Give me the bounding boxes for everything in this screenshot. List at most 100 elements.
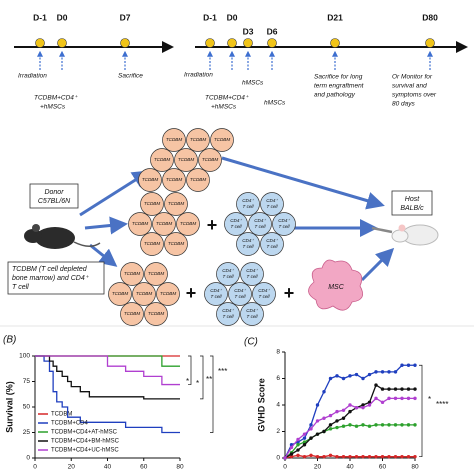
data-point (296, 448, 300, 452)
cell-label: T cell (279, 224, 291, 229)
data-point (289, 445, 294, 450)
data-point (361, 423, 365, 427)
plus-sign: + (284, 283, 295, 303)
tcdbm-cell (210, 128, 234, 152)
timeline-dot (267, 38, 277, 48)
day-label: D-1 (203, 12, 217, 22)
cell-label: T cell (259, 294, 271, 299)
msc-cell (308, 259, 364, 311)
cell-label: CD4⁺ (242, 198, 254, 203)
cell-label: CD4⁺ (266, 198, 278, 203)
data-point (322, 416, 326, 420)
data-point (315, 432, 320, 436)
cell-label: TCDBM (148, 271, 165, 276)
tcdbm-cell (144, 302, 168, 326)
data-point (302, 443, 307, 447)
y-tick-label: 25 (23, 429, 31, 436)
donor-label: Donor (44, 189, 64, 196)
data-point (367, 372, 372, 377)
cd4-cell (224, 212, 248, 236)
data-point (387, 454, 391, 459)
timeline-dot (120, 38, 130, 48)
note: Sacrifice for long (314, 74, 363, 81)
legend-label: TCDBM (51, 412, 72, 418)
data-point (348, 409, 352, 414)
data-point (328, 427, 333, 431)
data-point (302, 440, 307, 444)
day-label: D6 (267, 26, 278, 36)
cell-label: T cell (247, 274, 259, 279)
tcdbm-cell (150, 148, 174, 172)
cell-label: T cell (223, 274, 235, 279)
mixture-label: TCDBM (T cell depleted (12, 266, 88, 273)
data-point (328, 453, 333, 458)
cell-label: T cell (231, 224, 243, 229)
data-point (413, 454, 417, 459)
data-point (393, 396, 398, 401)
x-tick-label: 40 (104, 464, 112, 471)
data-point (335, 409, 339, 414)
tcdbm-cell (138, 168, 162, 192)
data-point (341, 424, 346, 428)
data-point (322, 390, 326, 394)
timeline-dot (35, 38, 45, 48)
note: survival and (392, 83, 427, 90)
data-point (413, 396, 417, 401)
significance-bracket (419, 364, 423, 458)
y-tick-label: 8 (276, 349, 280, 356)
data-point (361, 405, 365, 410)
data-point (374, 396, 378, 401)
cell-label: T cell (267, 204, 279, 209)
timeline-dot (205, 38, 215, 48)
tcdbm-cell (162, 168, 186, 192)
data-point (341, 454, 346, 459)
data-point (335, 419, 339, 423)
tcdbm-cell (120, 302, 144, 326)
cell-label: T cell (235, 294, 247, 299)
x-tick-label: 80 (411, 464, 419, 471)
note: Sacrifice (118, 73, 143, 80)
note: TCDBM+CD4⁺ (34, 95, 78, 102)
cell-label: T cell (267, 244, 279, 249)
day-label: D-1 (33, 12, 47, 22)
data-point (406, 423, 411, 427)
data-point (296, 443, 300, 447)
day-label: D3 (243, 26, 254, 36)
cd4-cell (240, 262, 264, 286)
legend-label: TCDBM+CD4+BM-hMSC (51, 439, 120, 445)
data-point (380, 423, 385, 427)
y-tick-label: 50 (23, 404, 31, 411)
data-point (328, 413, 333, 418)
data-point (413, 387, 417, 391)
data-point (328, 423, 333, 427)
y-tick-label: 0 (276, 455, 280, 462)
cell-label: CD4⁺ (258, 288, 270, 293)
cell-label: TCDBM (168, 241, 185, 246)
data-point (400, 396, 404, 401)
data-point (348, 454, 352, 459)
cell-label: TCDBM (148, 311, 165, 316)
x-tick-label: 20 (68, 464, 76, 471)
note: hMSCs (264, 100, 286, 107)
data-point (374, 383, 378, 387)
cd4-cell (204, 282, 228, 306)
cell-label: TCDBM (190, 137, 207, 142)
data-point (348, 403, 352, 407)
significance-label: *** (218, 367, 227, 376)
cell-label: CD4⁺ (242, 238, 254, 243)
significance-label: * (196, 379, 199, 388)
cd4-cell (236, 192, 260, 216)
data-point (309, 423, 313, 427)
cell-label: CD4⁺ (254, 218, 266, 223)
data-point (380, 387, 385, 391)
cell-label: TCDBM (166, 137, 183, 142)
cd4-cell (216, 262, 240, 286)
data-point (296, 453, 300, 458)
cell-label: TCDBM (166, 177, 183, 182)
timeline-dot (57, 38, 67, 48)
day-label: D80 (422, 12, 438, 22)
plus-sign: + (207, 215, 218, 235)
tcdbm-cell (164, 192, 188, 216)
cell-label: TCDBM (112, 291, 129, 296)
